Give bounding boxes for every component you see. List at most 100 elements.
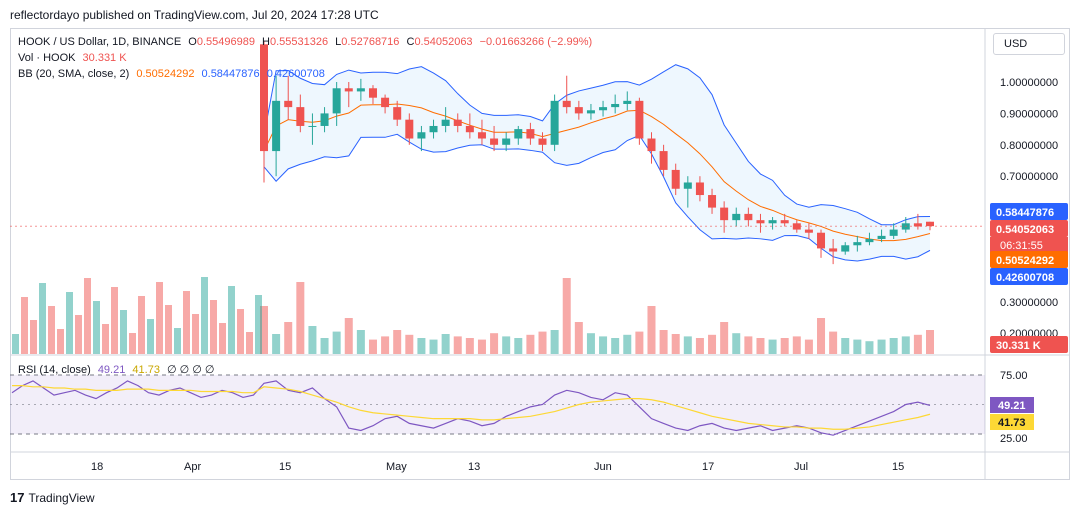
volume-bar (792, 336, 801, 354)
volume-bar (66, 292, 73, 354)
volume-label: 30.331 K (996, 340, 1041, 352)
candle-body (562, 100, 571, 108)
candle-body (490, 138, 499, 145)
candle-body (926, 221, 934, 227)
rsi-ma-value: 41.73 (132, 364, 160, 376)
candle-body (356, 88, 365, 92)
candle-body (477, 132, 486, 139)
candle-body (695, 182, 704, 196)
price-tick-label: 0.30000000 (1000, 297, 1058, 309)
candle-body (308, 125, 317, 127)
countdown-box (990, 237, 1068, 253)
candle-body (296, 107, 305, 126)
candle-body (671, 169, 680, 189)
candle-body (889, 229, 898, 236)
volume-bar (405, 334, 414, 354)
volume-bar (889, 338, 898, 354)
symbol-legend: HOOK / US Dollar, 1D, BINANCE O0.5549698… (18, 36, 593, 48)
rsi-value: 49.21 (97, 364, 126, 376)
candle-body (574, 107, 583, 114)
volume-bar (732, 333, 741, 354)
rsi-value-label: 49.21 (998, 400, 1026, 412)
candle-body (913, 223, 922, 227)
volume-bar (246, 332, 253, 354)
volume-bar (381, 336, 390, 354)
volume-bar (768, 339, 777, 354)
volume-bar (237, 309, 244, 354)
volume-bar (477, 339, 486, 354)
volume-bar (562, 278, 571, 354)
time-tick-label: May (386, 461, 407, 473)
candle-body (865, 239, 874, 243)
volume-bar (39, 283, 46, 354)
candle-body (284, 100, 293, 108)
candle-body (260, 44, 268, 152)
volume-bar (129, 333, 136, 354)
candle-body (732, 213, 741, 221)
volume-bar (120, 310, 127, 354)
volume-bar (368, 339, 377, 354)
volume-bar (332, 331, 341, 354)
volume-bar (526, 334, 535, 354)
time-tick-label: Apr (184, 461, 201, 473)
rsi-ma-label: 41.73 (998, 417, 1026, 429)
volume-bar (156, 282, 163, 354)
publisher-line: reflectordayo published on TradingView.c… (10, 8, 379, 22)
close-value: 0.54052063 (414, 36, 473, 48)
time-tick-label: 18 (91, 461, 103, 473)
basis-label-box (990, 251, 1068, 268)
volume-bar (841, 338, 850, 354)
volume-bar (659, 330, 668, 354)
time-tick-label: 17 (702, 461, 714, 473)
volume-bar (296, 282, 305, 354)
time-tick-label: Jul (794, 461, 808, 473)
rsi-ma-line (12, 385, 931, 430)
lower-band-label-box (990, 268, 1068, 285)
candle-body (586, 110, 595, 114)
tradingview-logo[interactable]: 17 TradingView (10, 490, 95, 505)
candle-body (381, 97, 390, 108)
volume-bar (453, 336, 462, 354)
candle-body (502, 138, 511, 145)
candle-body (599, 107, 608, 111)
price-tick-label: 0.90000000 (1000, 108, 1058, 120)
bb-basis-line (263, 103, 931, 242)
low-value: 0.52768716 (341, 36, 400, 48)
candle-body (744, 213, 753, 221)
volume-bar (147, 319, 154, 354)
volume-bar (138, 296, 145, 354)
rsi-legend: RSI (14, close) 49.21 41.73 ∅ ∅ ∅ ∅ (18, 364, 215, 376)
candle-body (441, 119, 450, 126)
candle-body (647, 138, 656, 152)
volume-bar (255, 295, 262, 354)
lower-band-label: 0.42600708 (996, 272, 1054, 284)
candle-body (683, 182, 692, 189)
time-tick-label: 15 (279, 461, 291, 473)
volume-bar (586, 333, 595, 354)
rsi-tick-label: 75.00 (1000, 370, 1028, 382)
volume-bar (780, 338, 789, 354)
candle-body (708, 195, 717, 208)
rsi-tick-label: 25.00 (1000, 433, 1028, 445)
volume-bar (901, 336, 910, 354)
volume-bar (192, 314, 199, 354)
candle-body (841, 245, 850, 252)
candle-body (514, 129, 523, 139)
candle-body (526, 129, 535, 139)
candle-body (611, 103, 620, 108)
high-value: 0.55531326 (269, 36, 329, 48)
chart-frame (10, 28, 1070, 480)
candle-body (344, 88, 353, 92)
candle-body (635, 100, 644, 139)
volume-bar (228, 286, 235, 354)
volume-bar (623, 334, 632, 354)
candle-body (853, 242, 862, 246)
candle-body (829, 248, 838, 252)
volume-bar (756, 338, 765, 354)
currency-button[interactable]: USD (993, 33, 1065, 55)
volume-bar (441, 334, 450, 354)
volume-bar (93, 301, 100, 354)
candle-body (417, 132, 426, 139)
volume-bar (165, 305, 172, 354)
